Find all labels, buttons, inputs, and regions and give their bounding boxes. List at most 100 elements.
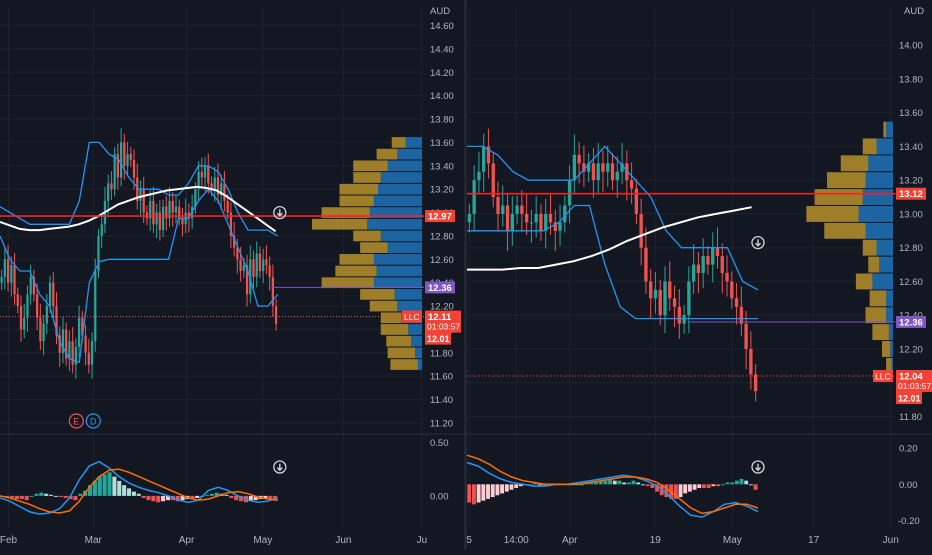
macd-histogram-bar (636, 482, 641, 485)
volume-profile-up-bar (865, 222, 893, 239)
candle-body (467, 213, 472, 223)
candle-body (715, 247, 720, 257)
volume-profile-up-bar (862, 189, 893, 205)
price-tick-label: 12.20 (430, 302, 454, 313)
macd-histogram-bar (678, 484, 683, 498)
volume-profile-down-bar (865, 307, 887, 324)
price-tick-label: 11.40 (430, 395, 453, 406)
macd-histogram-bar (631, 480, 636, 485)
last-price-tag (896, 369, 932, 392)
icon-arrow (754, 239, 762, 247)
candle-body (61, 329, 65, 353)
macd-histogram-bar (486, 484, 490, 499)
macd-histogram-bar (509, 484, 514, 490)
arrow-down-circle-icon[interactable] (751, 460, 765, 474)
candle-body (586, 163, 591, 172)
macd-histogram-bar (518, 484, 523, 487)
time-tick-label: Mar (85, 535, 103, 546)
time-tick-label: 5 (466, 535, 472, 546)
candle-body (539, 213, 543, 231)
candle-body (744, 323, 748, 349)
macd-histogram-bar (190, 495, 195, 500)
macd-histogram-bar (78, 493, 83, 496)
volume-profile-down-bar (335, 265, 377, 277)
candle-body (520, 205, 524, 214)
volume-profile-up-bar (405, 137, 422, 148)
macd-histogram-bar (73, 495, 78, 501)
candle-body (725, 273, 729, 282)
candle-body (74, 347, 78, 365)
macd-histogram-bar (533, 482, 537, 485)
macd-histogram-bar (608, 478, 613, 485)
candle-body (223, 183, 226, 201)
candle-body (491, 163, 495, 198)
volume-profile-up-bar (876, 239, 893, 256)
candle-body (165, 206, 168, 219)
macd-histogram-bar (112, 476, 117, 496)
macd-histogram-bar (711, 484, 716, 487)
price-tick-label: 13.40 (430, 161, 454, 172)
arrow-down-circle-icon[interactable] (273, 205, 287, 220)
volume-profile-down-bar (827, 172, 866, 189)
macd-histogram-bar (692, 484, 697, 490)
candle-body (116, 154, 119, 178)
candle-body (181, 218, 184, 225)
candle-body (71, 341, 74, 365)
macd-histogram-bar (44, 493, 49, 496)
candle-body (3, 259, 6, 277)
macd-tick-label: 0.00 (430, 491, 449, 502)
arrow-down-circle-icon[interactable] (273, 460, 287, 474)
candle-body (268, 265, 271, 277)
price-tick-label: 13.80 (430, 115, 454, 126)
macd-histogram-bar (716, 484, 720, 487)
candle-body (553, 222, 557, 231)
macd-histogram-bar (117, 480, 122, 496)
macd-histogram-bar (239, 495, 244, 502)
macd-histogram-bar (253, 495, 258, 501)
macd-histogram-bar (88, 485, 93, 496)
chart-pane-right: 14.00 13.80 13.60 13.40 13.20 13.00 12.80 12.60… (466, 6, 932, 546)
macd-histogram-bar (49, 494, 54, 496)
time-tick-label: 17 (808, 535, 820, 546)
volume-profile-up-bar (886, 307, 893, 324)
candle-body (142, 189, 145, 213)
macd-histogram-bar (645, 484, 650, 487)
price-tick-label: 12.80 (430, 231, 454, 242)
macd-histogram-bar (500, 484, 505, 494)
moving-average-line (467, 206, 752, 271)
candle-body (87, 352, 90, 365)
candle-body (110, 183, 113, 190)
candle-body (48, 282, 52, 307)
volume-profile-up-bar (387, 160, 422, 172)
volume-profile-down-bar (840, 155, 869, 172)
candle-body (68, 341, 71, 359)
volume-profile-up-bar (397, 300, 422, 312)
macd-histogram-bar (490, 484, 495, 498)
dividend-d-icon[interactable]: D (85, 413, 101, 429)
volume-profile-down-bar (360, 242, 388, 253)
macd-histogram-bar (151, 495, 156, 502)
volume-profile-down-bar (386, 335, 411, 347)
arrow-down-circle-icon[interactable] (751, 235, 765, 250)
macd-histogram-bar (495, 484, 500, 496)
macd-histogram-bar (19, 495, 24, 500)
macd-group (466, 454, 759, 518)
time-tick-label: Feb (0, 535, 18, 546)
candle-body (639, 213, 643, 248)
macd-histogram-bar (687, 484, 692, 492)
llc-label: LLC (404, 312, 420, 322)
macd-histogram-bar (626, 482, 631, 485)
candle-body (472, 180, 476, 214)
dividend-label: D (90, 417, 97, 427)
resistance-price-label: 12.97 (428, 212, 452, 223)
volume-profile-up-bar (373, 253, 422, 265)
earnings-e-icon[interactable]: E (68, 413, 84, 429)
volume-profile-down-bar (339, 253, 374, 265)
price-tick-label: 12.60 (899, 277, 923, 288)
volume-profile-up-bar (378, 183, 422, 195)
volume-profile-up-bar (858, 205, 893, 222)
macd-histogram-bar (753, 484, 758, 490)
macd-histogram-bar (748, 484, 753, 486)
chart-pane-left: 14.60 14.40 14.20 14.00 13.80 13.60 13.40 13.20… (0, 6, 465, 546)
